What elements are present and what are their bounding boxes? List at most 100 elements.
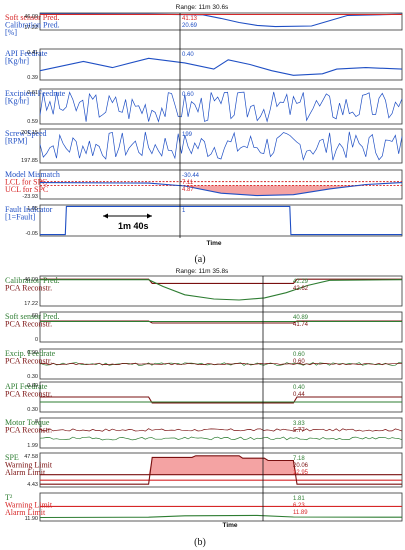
series-label: [%] bbox=[5, 28, 17, 37]
series-label: Warning Limit bbox=[5, 501, 53, 510]
y-tick-label: 0.41 bbox=[27, 50, 38, 56]
series-label: API Feedrate bbox=[5, 49, 48, 58]
series-line bbox=[39, 428, 403, 432]
cursor-readout: 41.13 bbox=[182, 16, 198, 22]
figure-a-time-label: Time bbox=[206, 240, 221, 247]
y-tick-label: 11.90 bbox=[25, 516, 38, 522]
series-label: PCA Reconstr. bbox=[5, 390, 52, 399]
cursor-readout: 42.62 bbox=[293, 286, 309, 292]
cursor-readout: 42.29 bbox=[293, 279, 309, 285]
series-label: SPE bbox=[5, 453, 19, 462]
figure-a-caption: (a) bbox=[194, 254, 205, 265]
series-label: API Feedrate bbox=[5, 382, 48, 391]
cursor-readout: 0.60 bbox=[293, 359, 305, 365]
y-tick-label: 17.22 bbox=[24, 25, 38, 31]
series-label: Motor Torque bbox=[5, 418, 50, 427]
arrow-head-left bbox=[103, 213, 108, 219]
series-label: PCA Reconstr. bbox=[5, 357, 52, 366]
cursor-readout: 20.69 bbox=[182, 23, 198, 29]
series-label: Model Mismatch bbox=[5, 170, 60, 179]
series-label: Excip. Feedrate bbox=[5, 349, 56, 358]
cursor-readout: 4.87 bbox=[182, 187, 194, 193]
duration-label: 1m 40s bbox=[118, 221, 149, 231]
series-line bbox=[39, 57, 403, 76]
y-tick-label: 0.39 bbox=[27, 75, 38, 81]
series-line bbox=[39, 182, 403, 197]
cursor-readout: 6.23 bbox=[293, 503, 305, 509]
exceedance-fill bbox=[40, 455, 402, 475]
series-label: Alarm Limit bbox=[5, 468, 46, 477]
cursor-readout: 7.11 bbox=[182, 180, 194, 186]
series-line bbox=[40, 279, 403, 301]
series-label: Alarm Limit bbox=[5, 508, 46, 517]
series-line bbox=[40, 455, 402, 485]
y-tick-label: 0 bbox=[35, 337, 38, 343]
series-label: [1=Fault] bbox=[5, 213, 36, 222]
cursor-readout: 20.06 bbox=[293, 463, 309, 469]
y-tick-label: 0.30 bbox=[27, 407, 38, 413]
figure-b-range-label: Range: 11m 35.8s bbox=[176, 268, 229, 275]
y-tick-label: -0.05 bbox=[25, 231, 38, 237]
figure-b-caption: (b) bbox=[194, 537, 206, 548]
arrow-head-right bbox=[147, 213, 152, 219]
cursor-readout: 1.81 bbox=[293, 496, 305, 502]
panel-frame bbox=[39, 311, 403, 343]
y-tick-label: 0.59 bbox=[27, 119, 38, 125]
series-label: Calibration Pred. bbox=[5, 21, 60, 30]
series-label: Warning Limit bbox=[5, 461, 53, 470]
y-tick-label: 4.43 bbox=[27, 482, 38, 488]
y-tick-label: 0.30 bbox=[27, 374, 38, 380]
series-label: T² bbox=[5, 493, 13, 502]
series-label: Calibration Pred. bbox=[5, 276, 60, 285]
series-label: [Kg/hr] bbox=[5, 97, 29, 106]
series-label: [Kg/hr] bbox=[5, 57, 29, 66]
y-tick-label: 0.90 bbox=[27, 350, 38, 356]
series-label: Screw Speed bbox=[5, 129, 47, 138]
series-label: LCL for SPC bbox=[5, 178, 47, 187]
y-tick-label: 1.99 bbox=[27, 443, 38, 449]
y-tick-label: 197.85 bbox=[21, 158, 38, 164]
y-tick-label: 8 bbox=[35, 419, 38, 425]
series-line bbox=[40, 396, 402, 404]
series-label: PCA Reconstr. bbox=[5, 284, 52, 293]
series-line bbox=[40, 205, 402, 236]
cursor-readout: 0.40 bbox=[182, 52, 194, 58]
cursor-readout: 0.44 bbox=[293, 392, 305, 398]
series-label: PCA Reconstr. bbox=[5, 320, 52, 329]
cursor-readout: 0.60 bbox=[293, 352, 305, 358]
series-line bbox=[39, 514, 403, 519]
panel-frame bbox=[39, 492, 403, 522]
y-tick-label: 201.15 bbox=[21, 130, 38, 136]
cursor-readout: 199 bbox=[182, 132, 193, 138]
series-label: UCL for SPC bbox=[5, 185, 48, 194]
y-tick-label: 46.09 bbox=[24, 14, 38, 20]
series-label: Fault Indicator bbox=[5, 205, 53, 214]
cursor-readout: 0.40 bbox=[293, 385, 305, 391]
y-tick-label: 0.60 bbox=[27, 383, 38, 389]
cursor-readout: -30.44 bbox=[182, 173, 200, 179]
cursor-readout: 40.89 bbox=[293, 315, 309, 321]
y-tick-label: 46.09 bbox=[24, 277, 38, 283]
y-tick-label: 1.05 bbox=[27, 206, 38, 212]
cursor-readout: 7.18 bbox=[293, 456, 305, 462]
cursor-readout: 41.74 bbox=[293, 322, 309, 328]
cursor-readout: 1 bbox=[182, 208, 186, 214]
panel-frame bbox=[39, 417, 403, 449]
series-line bbox=[39, 91, 403, 123]
cursor-readout: 12.95 bbox=[293, 470, 309, 476]
series-line bbox=[39, 436, 403, 441]
series-label: Excipient Feedrate bbox=[5, 89, 66, 98]
series-label: Soft sensor Pred. bbox=[5, 312, 59, 321]
series-line bbox=[39, 362, 403, 366]
series-label: PCA Reconstr. bbox=[5, 426, 52, 435]
panel-frame bbox=[39, 204, 403, 237]
figure-b-time-label: Time bbox=[222, 522, 237, 529]
series-label: [RPM] bbox=[5, 137, 28, 146]
exceedance-fill bbox=[40, 185, 402, 196]
panel-frame bbox=[39, 88, 403, 125]
y-tick-label: 17.22 bbox=[24, 301, 38, 307]
series-label: Soft sensor Pred. bbox=[5, 13, 59, 22]
y-tick-label: 60 bbox=[32, 313, 38, 319]
y-tick-label: -23.93 bbox=[22, 194, 38, 200]
